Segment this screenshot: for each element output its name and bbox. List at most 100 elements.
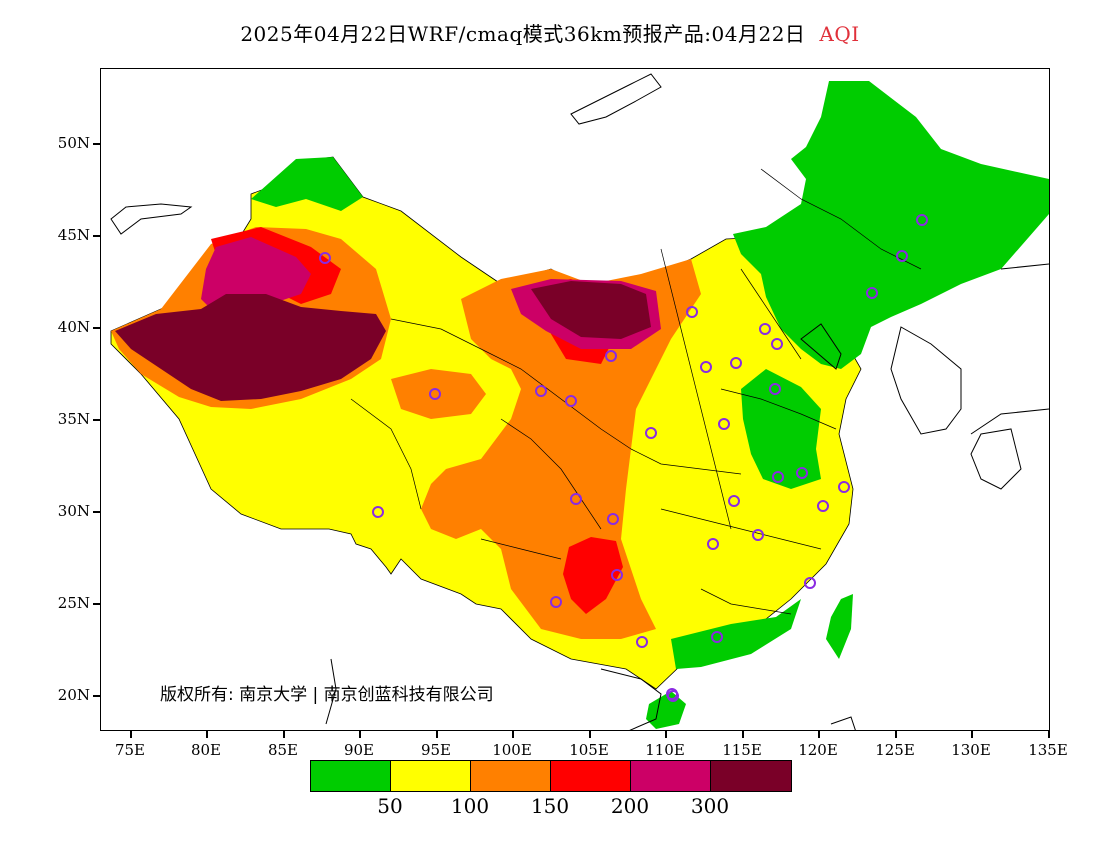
station-marker (570, 493, 582, 505)
legend-swatch-severe (711, 761, 791, 791)
station-marker (804, 577, 816, 589)
x-tick (359, 731, 361, 738)
station-marker (607, 513, 619, 525)
x-tick-label: 85E (267, 741, 299, 759)
x-tick (512, 731, 514, 738)
legend-label: 200 (610, 794, 650, 818)
station-marker (319, 252, 331, 264)
station-marker (838, 481, 850, 493)
y-tick-label: 50N (57, 134, 90, 152)
aqi-region-good-hainan (646, 691, 686, 729)
x-tick (742, 731, 744, 738)
station-marker (535, 385, 547, 397)
x-tick-label: 95E (420, 741, 452, 759)
map-frame (100, 68, 1050, 731)
legend-label: 100 (450, 794, 490, 818)
copyright-notice: 版权所有: 南京大学 | 南京创蓝科技有限公司 (160, 685, 494, 705)
x-tick (206, 731, 208, 738)
station-marker (896, 250, 908, 262)
x-tick-label: 100E (492, 741, 532, 759)
y-tick (93, 511, 100, 513)
station-marker (550, 596, 562, 608)
x-tick (436, 731, 438, 738)
y-tick-label: 20N (57, 686, 90, 704)
x-tick (818, 731, 820, 738)
station-marker (730, 357, 742, 369)
aqi-region-good-northwest (251, 157, 363, 211)
station-marker (700, 361, 712, 373)
y-tick-label: 45N (57, 226, 90, 244)
x-tick-label: 105E (569, 741, 609, 759)
aqi-region-severe-badain-jaran (531, 281, 651, 339)
y-tick (93, 419, 100, 421)
legend-swatch-good (311, 761, 391, 791)
station-marker (611, 569, 623, 581)
borders (350, 168, 922, 615)
y-tick (93, 695, 100, 697)
station-marker (752, 529, 764, 541)
legend-swatch-light (471, 761, 551, 791)
legend-swatch-medium (551, 761, 631, 791)
aqi-legend (310, 760, 792, 792)
aqi-region-medium-sichuan (563, 537, 623, 614)
y-tick-label: 35N (57, 410, 90, 428)
aqi-region-good-northeast (733, 81, 1049, 369)
station-marker (769, 383, 781, 395)
station-marker (636, 636, 648, 648)
x-tick-label: 90E (343, 741, 375, 759)
x-tick (971, 731, 973, 738)
station-marker (771, 338, 783, 350)
y-tick (93, 235, 100, 237)
station-marker (718, 418, 730, 430)
y-tick-label: 30N (57, 502, 90, 520)
legend-label: 150 (530, 794, 570, 818)
station-marker (796, 467, 808, 479)
legend-swatch-moderate (391, 761, 471, 791)
legend-swatch-heavy (631, 761, 711, 791)
x-tick (589, 731, 591, 738)
x-tick (130, 731, 132, 738)
aqi-region-good-taiwan (826, 594, 853, 659)
variable-label: AQI (819, 22, 860, 46)
x-tick (895, 731, 897, 738)
x-tick-label: 115E (722, 741, 762, 759)
x-tick-label: 80E (190, 741, 222, 759)
x-tick-label: 125E (875, 741, 915, 759)
aqi-map (110, 73, 1049, 730)
y-tick (93, 327, 100, 329)
x-tick-label: 110E (645, 741, 685, 759)
y-tick (93, 603, 100, 605)
x-tick-label: 130E (951, 741, 991, 759)
aqi-region-severe-taklamakan (115, 294, 386, 401)
station-marker (645, 427, 657, 439)
x-tick-label: 135E (1028, 741, 1068, 759)
legend-label: 50 (377, 794, 403, 818)
y-tick (93, 143, 100, 145)
station-marker (916, 214, 928, 226)
station-marker (707, 538, 719, 550)
station-marker (866, 287, 878, 299)
x-tick (665, 731, 667, 738)
x-tick-label: 120E (798, 741, 838, 759)
station-marker (711, 631, 723, 643)
legend-label: 300 (690, 794, 730, 818)
aqi-region-light-tibet (391, 369, 486, 419)
aqi-fields (110, 81, 1049, 729)
map-title: 2025年04月22日WRF/cmaq模式36km预报产品:04月22日 AQI (0, 18, 1100, 47)
station-marker (372, 506, 384, 518)
station-marker (772, 471, 784, 483)
station-marker (565, 395, 577, 407)
station-marker (429, 388, 441, 400)
x-tick-label: 75E (114, 741, 146, 759)
coastlines (110, 73, 1049, 730)
x-tick (1048, 731, 1050, 738)
station-marker (667, 690, 679, 702)
station-marker (759, 323, 771, 335)
y-tick-label: 25N (57, 594, 90, 612)
station-markers (319, 214, 928, 702)
station-marker (817, 500, 829, 512)
aqi-region-good-south (671, 599, 801, 669)
station-marker (728, 495, 740, 507)
x-tick (283, 731, 285, 738)
y-tick-label: 40N (57, 318, 90, 336)
